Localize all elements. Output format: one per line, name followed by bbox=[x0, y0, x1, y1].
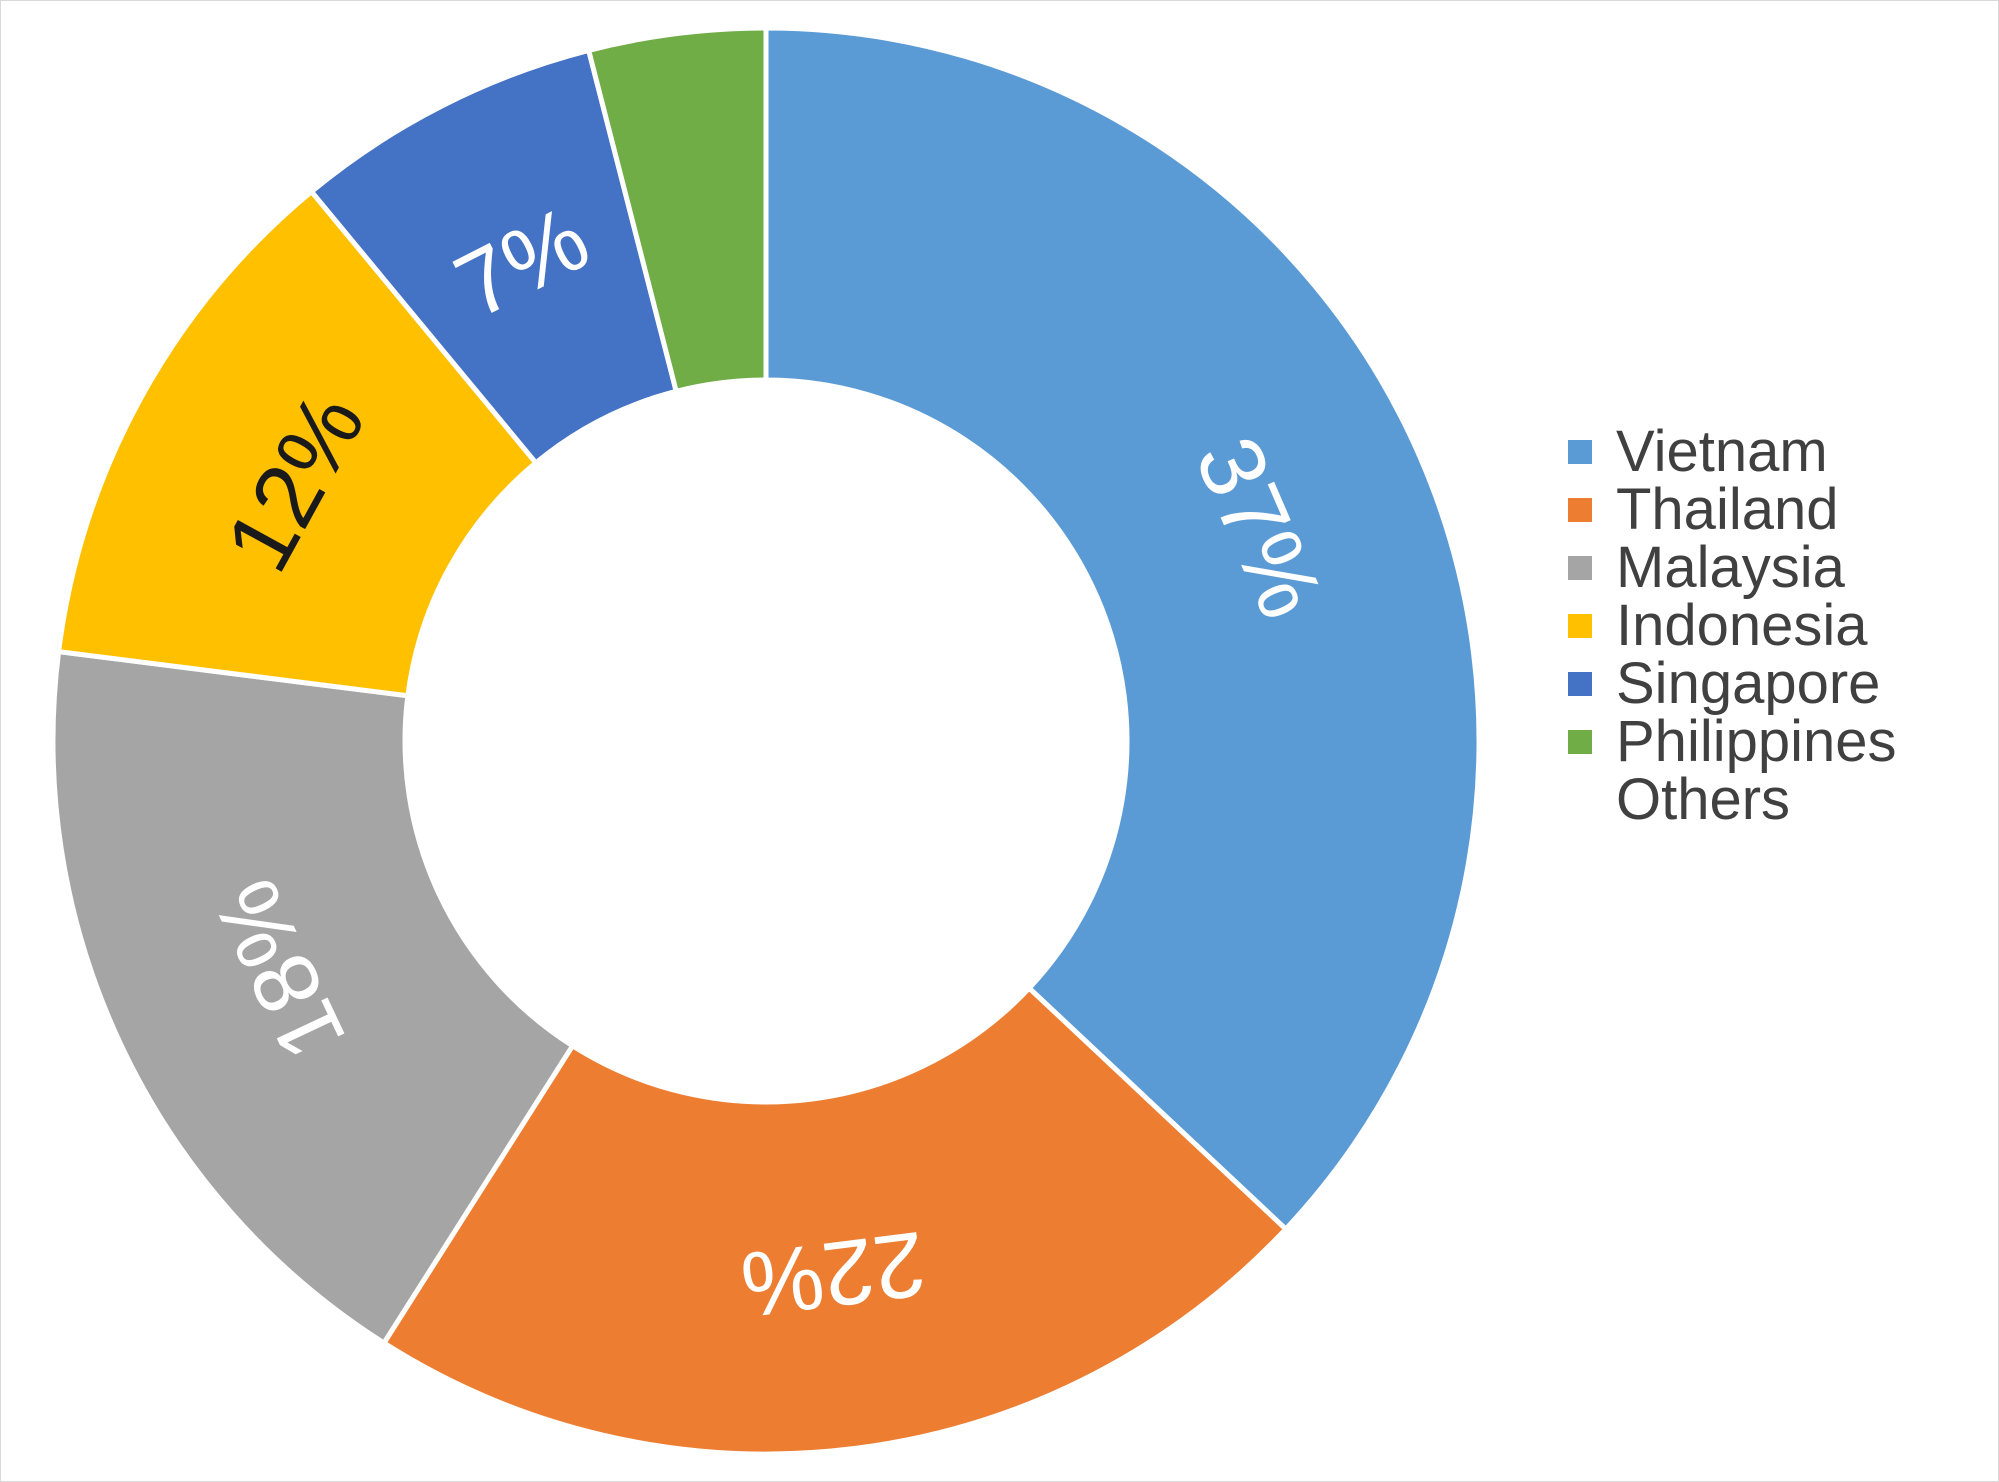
legend-label-thailand: Thailand bbox=[1616, 477, 1839, 542]
slice-vietnam bbox=[763, 25, 1482, 1233]
slice-philippines bbox=[585, 25, 769, 395]
legend-swatch-vietnam bbox=[1568, 440, 1592, 464]
legend-label-malaysia: Malaysia bbox=[1616, 535, 1845, 600]
legend-label-vietnam: Vietnam bbox=[1616, 419, 1828, 484]
legend-item-philippines: Philippines bbox=[1568, 708, 1988, 774]
legend-item-singapore: Singapore bbox=[1568, 650, 1988, 716]
legend-item-indonesia: Indonesia bbox=[1568, 592, 1988, 658]
legend-swatch-malaysia bbox=[1568, 556, 1592, 580]
legend-label-indonesia: Indonesia bbox=[1616, 593, 1868, 658]
slice-malaysia bbox=[50, 648, 577, 1347]
legend-label-singapore: Singapore bbox=[1616, 651, 1881, 716]
legend-item-others: Others bbox=[1568, 766, 1988, 832]
data-label-thailand: 22% bbox=[736, 1212, 931, 1336]
legend-swatch-philippines bbox=[1568, 730, 1592, 754]
slice-thailand bbox=[380, 984, 1290, 1457]
legend-item-malaysia: Malaysia bbox=[1568, 534, 1988, 600]
legend-item-thailand: Thailand bbox=[1568, 476, 1988, 542]
chart-legend: Vietnam Thailand Malaysia Indonesia Singapor… bbox=[1568, 418, 1988, 832]
donut-slices bbox=[50, 25, 1482, 1457]
legend-swatch-indonesia bbox=[1568, 614, 1592, 638]
legend-swatch-singapore bbox=[1568, 672, 1592, 696]
legend-label-philippines: Philippines bbox=[1616, 709, 1897, 774]
legend-label-others: Others bbox=[1616, 767, 1791, 832]
slice-indonesia bbox=[55, 188, 540, 699]
legend-item-vietnam: Vietnam bbox=[1568, 418, 1988, 484]
legend-swatch-thailand bbox=[1568, 498, 1592, 522]
